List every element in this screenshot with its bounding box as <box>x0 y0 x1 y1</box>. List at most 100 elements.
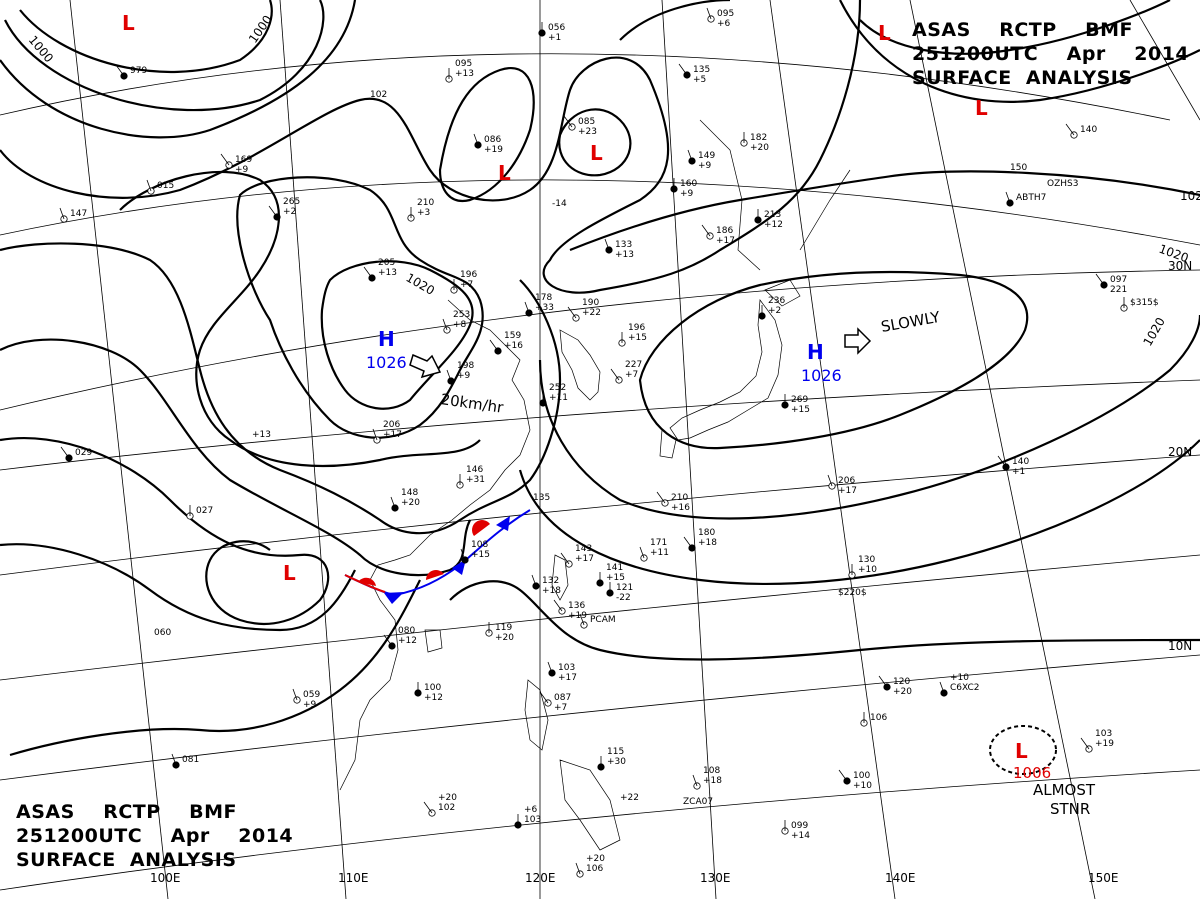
cold-front-triangle <box>452 559 466 575</box>
station-value: +10 <box>853 781 872 791</box>
isobar-low-center-1 <box>438 67 535 203</box>
station-value: +15 <box>471 550 490 560</box>
wind-barb <box>878 675 888 688</box>
station-value: 133 <box>615 240 632 250</box>
wind-barb <box>115 64 125 77</box>
station-value: +18 <box>698 538 717 548</box>
station-value: 015 <box>157 181 174 191</box>
station-value: +19 <box>1095 739 1114 749</box>
station-value: +20 <box>401 498 420 508</box>
isobar-north-east-2 <box>619 0 731 41</box>
wind-barb <box>610 368 620 381</box>
latitude-line-20n <box>0 454 1200 576</box>
station-value: +14 <box>791 831 810 841</box>
title-line-1: ASAS RCTP BMF <box>912 19 1134 41</box>
wind-barb <box>460 548 466 561</box>
wind-barb <box>1095 273 1105 286</box>
station-value: 100 <box>853 771 870 781</box>
station-value: +10 <box>950 673 969 683</box>
station-value: 099 <box>791 821 808 831</box>
philippines-south <box>559 759 621 851</box>
station-value: 190 <box>582 298 599 308</box>
station-value: 979 <box>130 66 147 76</box>
wind-barb <box>292 688 298 701</box>
longitude-label: 150E <box>1088 871 1119 885</box>
latitude-line-5n <box>0 769 1200 891</box>
station-value: +20 <box>586 854 605 864</box>
station-value: +13 <box>455 69 474 79</box>
station-value: +17 <box>575 554 594 564</box>
wind-barb <box>706 7 712 20</box>
station-value: 178 <box>535 293 552 303</box>
wind-barb <box>59 207 65 220</box>
low-symbol: L <box>975 96 988 120</box>
station-value: +15 <box>606 573 625 583</box>
station-value: +15 <box>628 333 647 343</box>
station-value: +6 <box>717 19 731 29</box>
station-value: +12 <box>424 693 443 703</box>
station-value: $220$ <box>838 588 867 598</box>
wind-barb <box>442 318 448 331</box>
longitude-line-110e <box>279 0 347 899</box>
station-value: +8 <box>453 320 467 330</box>
station-value: 210 <box>671 493 688 503</box>
taiwan <box>551 554 569 601</box>
title-line-2: 251200UTC Apr 2014 <box>16 825 294 847</box>
warm-front-semicircle <box>358 577 376 586</box>
wind-barb <box>1005 191 1011 204</box>
station-value: OZHS3 <box>1047 179 1078 189</box>
wind-barb <box>553 599 563 612</box>
motion-label-stnr: STNR <box>1050 800 1090 818</box>
latitude-line-10n <box>0 654 1200 781</box>
wind-barb <box>827 474 833 487</box>
movement-arrow-east-high <box>844 327 872 355</box>
station-value: 227 <box>625 360 642 370</box>
isobar-south-west <box>0 543 356 632</box>
station-value: $315$ <box>1130 298 1159 308</box>
isobar-1008-south <box>9 579 421 757</box>
low-symbol: L <box>122 11 135 35</box>
station-value: +7 <box>460 280 473 290</box>
station-value: 130 <box>858 555 875 565</box>
warm-front-semicircle <box>472 520 490 536</box>
station-value: 095 <box>717 9 734 19</box>
wind-barb <box>678 63 688 76</box>
longitude-line-160e <box>1129 0 1200 121</box>
station-value: 206 <box>383 420 400 430</box>
station-value: 085 <box>578 117 595 127</box>
station-value: 140 <box>1080 125 1097 135</box>
station-value: 213 <box>764 210 781 220</box>
high-pressure-value: 1026 <box>801 366 842 385</box>
station-value: 102 <box>438 803 455 813</box>
wind-barb <box>575 862 581 875</box>
isobar-1020-south-lobe <box>0 338 471 577</box>
isobar-north-east-1020 <box>569 170 1200 252</box>
station-value: 198 <box>457 361 474 371</box>
title-line-1: ASAS RCTP BMF <box>16 801 238 823</box>
isobar-north-east-3 <box>859 0 1171 55</box>
wind-barb <box>171 753 177 766</box>
station-value: 056 <box>548 23 565 33</box>
low-symbol: L <box>498 161 511 185</box>
station-value: +7 <box>625 370 638 380</box>
philippines-luzon <box>524 679 549 751</box>
station-value: ABTH7 <box>1016 193 1046 203</box>
station-value: 108 <box>703 766 720 776</box>
wind-barb <box>524 301 530 314</box>
station-value: +6 <box>524 805 538 815</box>
station-value: +1 <box>1012 467 1025 477</box>
station-value: +20 <box>750 143 769 153</box>
isobars <box>0 0 1200 757</box>
station-plots: 979095+13102086+19085+23056+1095+6135+51… <box>59 7 1159 878</box>
station-value: 120 <box>893 677 910 687</box>
station-value: 196 <box>460 270 477 280</box>
high-symbol: H <box>378 327 395 351</box>
wind-barb <box>567 306 577 319</box>
longitude-label: 120E <box>525 871 556 885</box>
station-value: 150 <box>1010 163 1027 173</box>
station-value: 121 <box>616 583 633 593</box>
cold-front-triangle <box>384 592 404 604</box>
station-value: +1 <box>548 33 561 43</box>
isobar-1020-east-high <box>638 270 1029 450</box>
wind-barb <box>473 133 479 146</box>
